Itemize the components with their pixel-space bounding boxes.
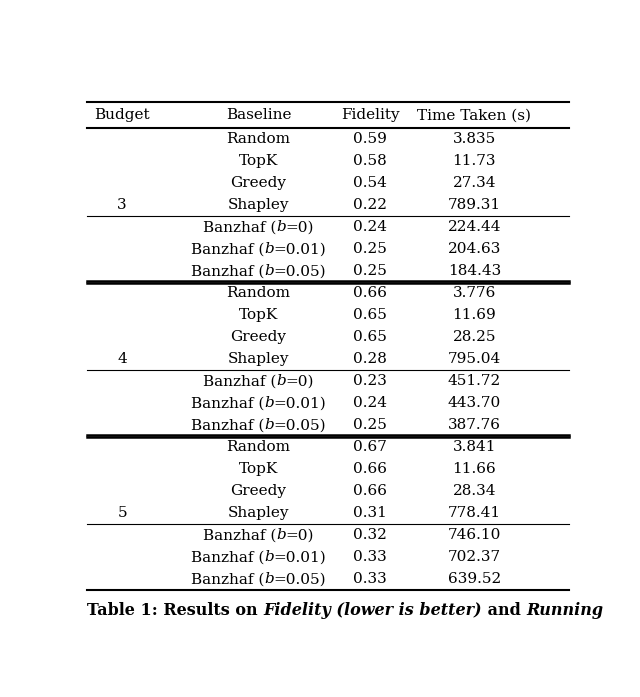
- Text: Banzhaf (: Banzhaf (: [203, 374, 276, 388]
- Text: 0.59: 0.59: [353, 132, 387, 146]
- Text: Banzhaf (: Banzhaf (: [191, 264, 264, 278]
- Text: b: b: [276, 220, 286, 234]
- Text: 387.76: 387.76: [448, 418, 501, 432]
- Text: 0.23: 0.23: [353, 374, 387, 388]
- Text: Fidelity: Fidelity: [341, 108, 399, 122]
- Text: 702.37: 702.37: [448, 550, 501, 565]
- Text: 0.65: 0.65: [353, 308, 387, 322]
- Text: 0.33: 0.33: [353, 550, 387, 565]
- Text: 0.65: 0.65: [353, 330, 387, 344]
- Text: 28.34: 28.34: [452, 484, 496, 498]
- Text: 0.66: 0.66: [353, 484, 387, 498]
- Text: 0.32: 0.32: [353, 528, 387, 542]
- Text: 0.66: 0.66: [353, 462, 387, 476]
- Text: =0.01): =0.01): [274, 396, 326, 411]
- Text: =0.01): =0.01): [274, 550, 326, 565]
- Text: Banzhaf (: Banzhaf (: [191, 243, 264, 256]
- Text: 443.70: 443.70: [448, 396, 501, 411]
- Text: b: b: [264, 264, 274, 278]
- Text: Shapley: Shapley: [228, 198, 289, 212]
- Text: 0.58: 0.58: [353, 154, 387, 168]
- Text: 3.835: 3.835: [452, 132, 496, 146]
- Text: 451.72: 451.72: [448, 374, 501, 388]
- Text: Budget: Budget: [94, 108, 150, 122]
- Text: 3.841: 3.841: [452, 441, 496, 454]
- Text: 778.41: 778.41: [448, 506, 501, 520]
- Text: 0.25: 0.25: [353, 243, 387, 256]
- Text: Greedy: Greedy: [230, 484, 287, 498]
- Text: TopK: TopK: [239, 308, 278, 322]
- Text: 789.31: 789.31: [448, 198, 501, 212]
- Text: Baseline: Baseline: [226, 108, 291, 122]
- Text: and: and: [483, 602, 527, 619]
- Text: 0.66: 0.66: [353, 286, 387, 300]
- Text: 0.31: 0.31: [353, 506, 387, 520]
- Text: b: b: [276, 528, 286, 542]
- Text: 0.33: 0.33: [353, 572, 387, 586]
- Text: 0.24: 0.24: [353, 396, 387, 411]
- Text: Greedy: Greedy: [230, 176, 287, 190]
- Text: Fidelity (lower is better): Fidelity (lower is better): [264, 602, 483, 619]
- Text: Banzhaf (: Banzhaf (: [191, 550, 264, 565]
- Text: 224.44: 224.44: [447, 220, 501, 234]
- Text: 4: 4: [117, 352, 127, 366]
- Text: Random: Random: [227, 441, 291, 454]
- Text: b: b: [264, 572, 274, 586]
- Text: 27.34: 27.34: [452, 176, 496, 190]
- Text: b: b: [276, 374, 286, 388]
- Text: b: b: [264, 396, 274, 411]
- Text: Random: Random: [227, 286, 291, 300]
- Text: 3: 3: [117, 198, 127, 212]
- Text: Banzhaf (: Banzhaf (: [191, 396, 264, 411]
- Text: b: b: [264, 243, 274, 256]
- Text: 184.43: 184.43: [448, 264, 501, 278]
- Text: Shapley: Shapley: [228, 352, 289, 366]
- Text: 639.52: 639.52: [448, 572, 501, 586]
- Text: =0.05): =0.05): [274, 418, 326, 432]
- Text: =0): =0): [286, 374, 314, 388]
- Text: 204.63: 204.63: [447, 243, 501, 256]
- Text: Banzhaf (: Banzhaf (: [191, 572, 264, 586]
- Text: Time Taken (s): Time Taken (s): [417, 108, 531, 122]
- Text: 746.10: 746.10: [447, 528, 501, 542]
- Text: 28.25: 28.25: [452, 330, 496, 344]
- Text: Greedy: Greedy: [230, 330, 287, 344]
- Text: 0.28: 0.28: [353, 352, 387, 366]
- Text: 11.73: 11.73: [452, 154, 496, 168]
- Text: 11.69: 11.69: [452, 308, 496, 322]
- Text: Random: Random: [227, 132, 291, 146]
- Text: 0.25: 0.25: [353, 264, 387, 278]
- Text: =0.05): =0.05): [274, 264, 326, 278]
- Text: b: b: [264, 418, 274, 432]
- Text: b: b: [264, 550, 274, 565]
- Text: 5: 5: [117, 506, 127, 520]
- Text: Banzhaf (: Banzhaf (: [191, 418, 264, 432]
- Text: Table 1: Results on: Table 1: Results on: [88, 602, 264, 619]
- Text: TopK: TopK: [239, 154, 278, 168]
- Text: 11.66: 11.66: [452, 462, 496, 476]
- Text: =0): =0): [286, 528, 314, 542]
- Text: =0.05): =0.05): [274, 572, 326, 586]
- Text: 0.67: 0.67: [353, 441, 387, 454]
- Text: =0.01): =0.01): [274, 243, 326, 256]
- Text: 0.25: 0.25: [353, 418, 387, 432]
- Text: =0): =0): [286, 220, 314, 234]
- Text: 795.04: 795.04: [448, 352, 501, 366]
- Text: 3.776: 3.776: [452, 286, 496, 300]
- Text: Shapley: Shapley: [228, 506, 289, 520]
- Text: Running: Running: [527, 602, 604, 619]
- Text: TopK: TopK: [239, 462, 278, 476]
- Text: 0.54: 0.54: [353, 176, 387, 190]
- Text: Banzhaf (: Banzhaf (: [203, 220, 276, 234]
- Text: 0.24: 0.24: [353, 220, 387, 234]
- Text: 0.22: 0.22: [353, 198, 387, 212]
- Text: Banzhaf (: Banzhaf (: [203, 528, 276, 542]
